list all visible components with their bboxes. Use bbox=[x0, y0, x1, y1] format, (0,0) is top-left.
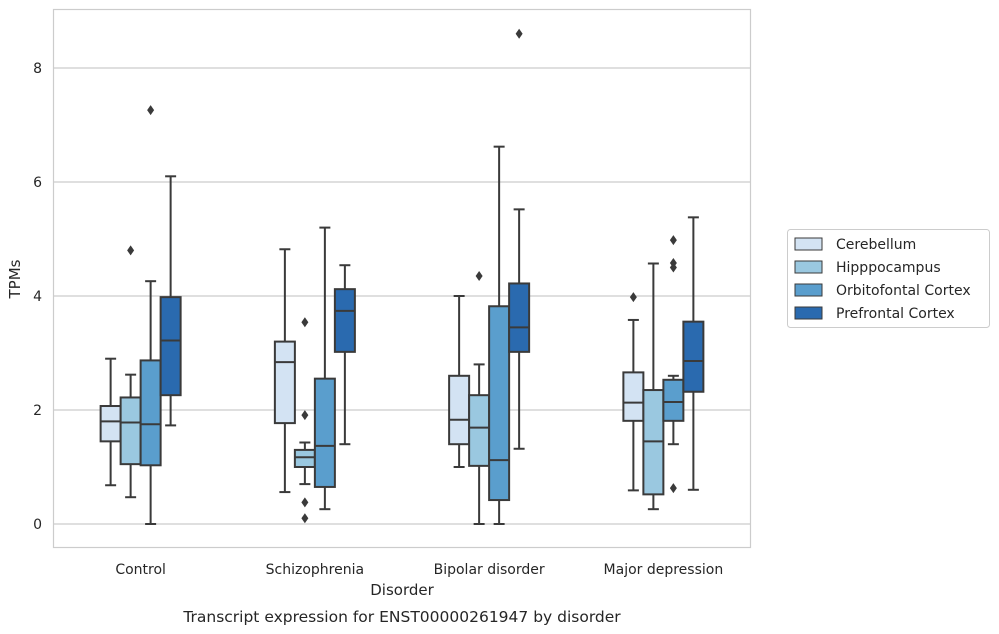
box-1-1 bbox=[293, 317, 316, 524]
outlier-0 bbox=[475, 271, 483, 282]
box-plots bbox=[99, 28, 705, 525]
box-body bbox=[662, 378, 685, 422]
x-axis: Control Schizophrenia Bipolar disorder Majo… bbox=[115, 562, 723, 578]
box-body bbox=[488, 305, 511, 502]
x-tick-label-3: Major depression bbox=[604, 562, 724, 578]
box-body bbox=[448, 374, 471, 446]
outlier-0 bbox=[301, 317, 309, 328]
box-3-2 bbox=[662, 235, 685, 494]
box-1-3 bbox=[333, 264, 356, 446]
box-1-2 bbox=[313, 226, 336, 511]
legend-label-1: Hipppocampus bbox=[836, 260, 941, 276]
x-axis-label: Disorder bbox=[370, 581, 434, 599]
y-axis-label: TPMs bbox=[6, 259, 24, 299]
legend-swatch-1 bbox=[794, 260, 823, 274]
y-tick-label-4: 4 bbox=[33, 289, 42, 305]
box-body bbox=[468, 394, 491, 467]
outlier-2 bbox=[301, 497, 309, 508]
y-tick-label-0: 0 bbox=[33, 517, 42, 533]
box-0-3 bbox=[159, 175, 182, 427]
outlier-0 bbox=[515, 28, 523, 39]
box-body bbox=[333, 288, 356, 353]
y-tick-label-6: 6 bbox=[33, 175, 42, 191]
box-2-3 bbox=[508, 28, 531, 450]
outlier-0 bbox=[147, 105, 155, 116]
box-2-2 bbox=[488, 145, 511, 525]
legend-frame bbox=[787, 229, 990, 328]
outlier-1 bbox=[301, 410, 309, 421]
x-tick-label-0: Control bbox=[115, 562, 166, 578]
outlier-0 bbox=[127, 245, 135, 256]
x-tick-label-1: Schizophrenia bbox=[266, 562, 364, 578]
box-0-2 bbox=[139, 105, 162, 525]
box-body bbox=[682, 320, 705, 393]
box-body bbox=[139, 359, 162, 467]
outlier-3 bbox=[301, 513, 309, 524]
box-body bbox=[622, 371, 645, 422]
box-body bbox=[508, 282, 531, 353]
box-body bbox=[293, 448, 316, 468]
box-body bbox=[273, 340, 296, 425]
box-1-0 bbox=[273, 248, 296, 494]
box-0-0 bbox=[99, 357, 122, 487]
legend-swatch-2 bbox=[794, 283, 823, 297]
y-axis: 0 2 4 6 8 bbox=[33, 61, 42, 533]
box-body bbox=[99, 405, 122, 443]
legend-swatch-3 bbox=[794, 306, 823, 320]
x-tick-label-2: Bipolar disorder bbox=[434, 562, 545, 578]
legend-label-0: Cerebellum bbox=[836, 237, 916, 253]
box-body bbox=[313, 377, 336, 488]
outlier-0 bbox=[629, 292, 637, 303]
outlier-3 bbox=[669, 483, 677, 494]
legend-label-2: Orbitofontal Cortex bbox=[836, 283, 971, 299]
y-tick-label-8: 8 bbox=[33, 61, 42, 77]
box-body bbox=[119, 396, 142, 466]
legend: Cerebellum Hipppocampus Orbitofontal Corte… bbox=[787, 229, 990, 328]
box-3-1 bbox=[642, 262, 665, 511]
box-3-0 bbox=[622, 292, 645, 492]
y-tick-label-2: 2 bbox=[33, 403, 42, 419]
box-3-3 bbox=[682, 216, 705, 491]
chart-caption: Transcript expression for ENST0000026194… bbox=[182, 608, 621, 626]
box-0-1 bbox=[119, 245, 142, 499]
legend-label-3: Prefrontal Cortex bbox=[836, 306, 955, 322]
legend-swatch-0 bbox=[794, 237, 823, 251]
box-2-1 bbox=[468, 271, 491, 525]
plot-area-frame bbox=[52, 8, 752, 549]
box-body bbox=[159, 296, 182, 397]
outlier-0 bbox=[669, 235, 677, 246]
outlier-2 bbox=[669, 262, 677, 273]
